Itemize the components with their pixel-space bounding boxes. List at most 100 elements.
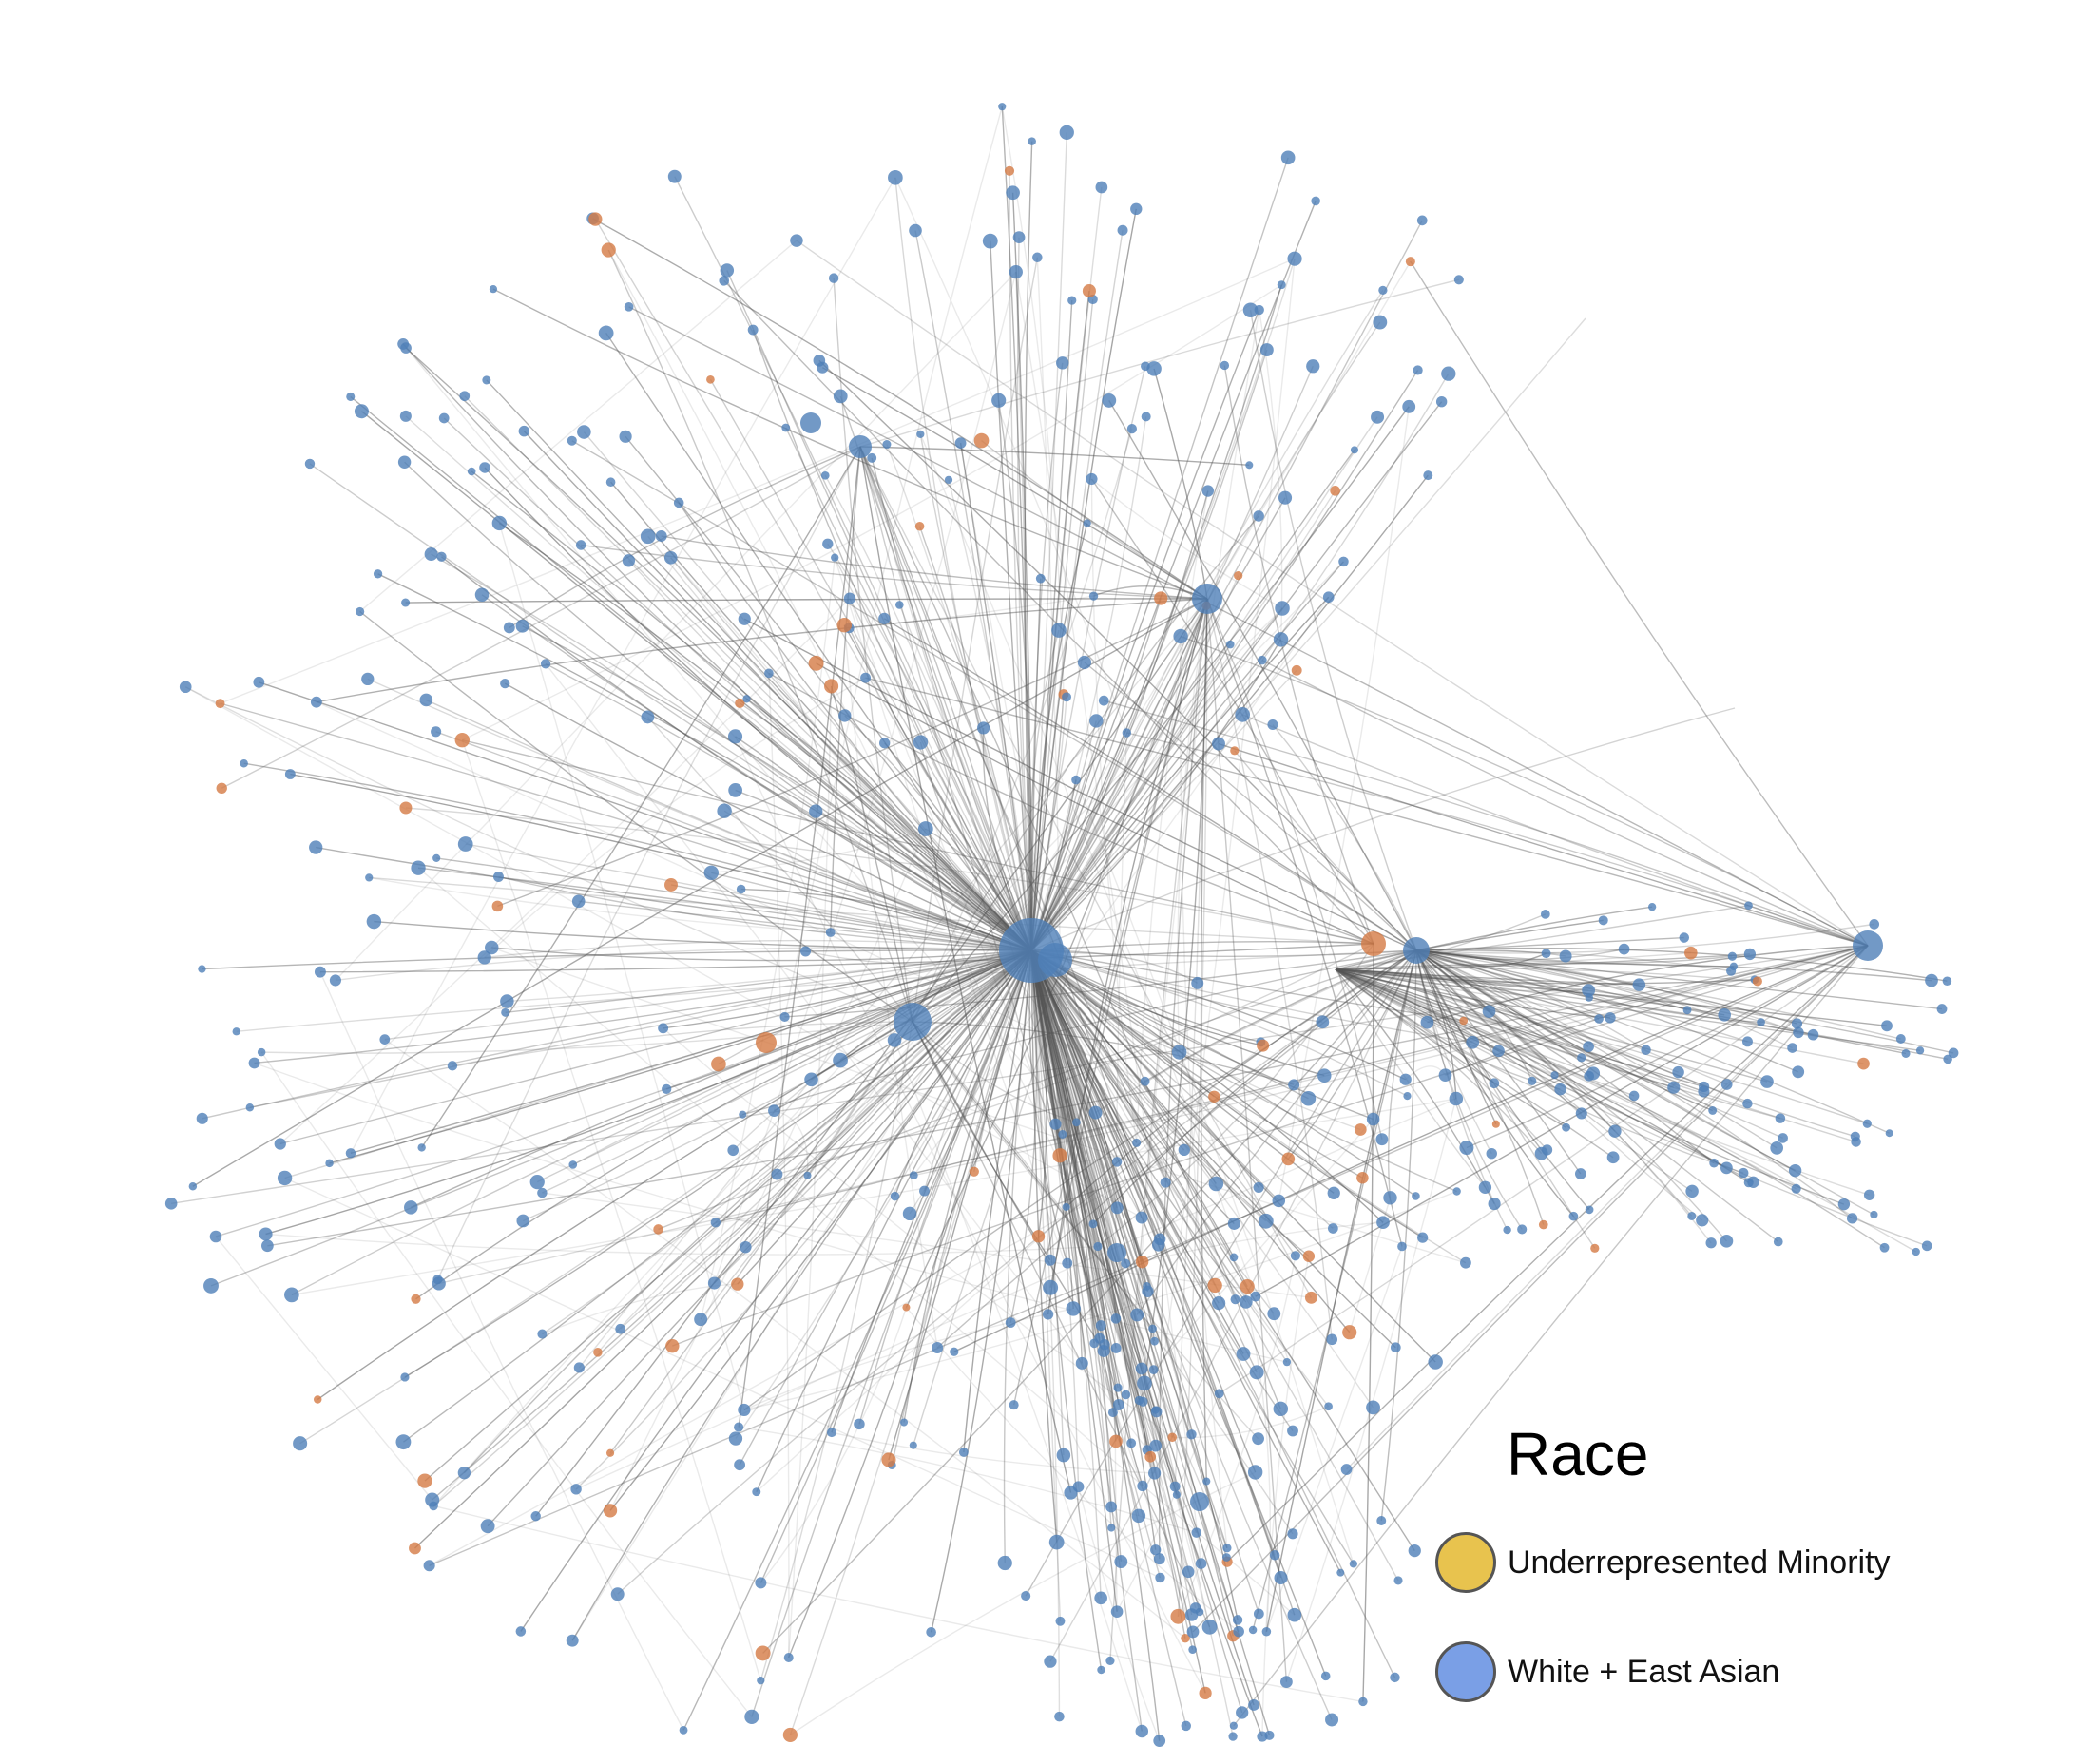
network-edge — [1030, 949, 1473, 1044]
network-edge — [1415, 949, 1855, 1138]
network-node — [1528, 1076, 1537, 1085]
network-edge — [1030, 949, 1263, 1737]
network-node — [1280, 1676, 1293, 1689]
network-edge — [1144, 949, 1417, 1083]
network-node — [1330, 486, 1340, 496]
network-node — [537, 1329, 548, 1339]
network-edge — [1030, 643, 1231, 951]
network-node — [1287, 1528, 1298, 1540]
network-node — [1402, 399, 1416, 413]
network-edge — [1415, 949, 1796, 1172]
network-node — [909, 1441, 917, 1449]
network-node — [1273, 632, 1289, 647]
network-node — [1486, 1147, 1497, 1160]
network-node — [1408, 1544, 1421, 1558]
legend-swatch-underrepresented-minority — [1435, 1532, 1496, 1593]
network-edge — [1030, 949, 1117, 1349]
network-node — [489, 285, 498, 294]
network-node — [1153, 1735, 1166, 1747]
network-node — [958, 1447, 969, 1457]
network-node — [1130, 202, 1143, 216]
network-node — [1324, 1402, 1333, 1411]
network-node — [593, 1348, 603, 1357]
network-node — [624, 301, 634, 312]
network-edge — [1015, 272, 1032, 951]
network-node — [568, 1160, 578, 1169]
network-node — [1188, 1645, 1197, 1654]
network-node — [1466, 1035, 1480, 1049]
network-edge — [1030, 949, 1148, 1450]
network-node — [1232, 1615, 1243, 1625]
network-node — [662, 1083, 672, 1095]
network-node — [1113, 1383, 1123, 1392]
network-node — [245, 1103, 255, 1112]
network-edge — [1362, 943, 1374, 1702]
network-node — [1056, 356, 1069, 370]
network-edge — [535, 598, 1208, 1517]
network-edge — [1030, 230, 1124, 951]
network-node — [1478, 1180, 1492, 1195]
network-edge — [413, 949, 1032, 1549]
network-edge — [290, 773, 1032, 951]
network-node — [1304, 1291, 1317, 1304]
network-edge — [384, 1039, 1186, 1639]
network-edge — [374, 920, 1032, 951]
network-node — [1229, 1253, 1239, 1262]
network-node — [1088, 1105, 1103, 1120]
network-edge — [746, 698, 1032, 951]
network-edge — [682, 949, 1032, 1731]
network-node — [1095, 1320, 1106, 1332]
network-node — [1366, 1112, 1380, 1126]
network-node — [1491, 1120, 1500, 1128]
network-node — [610, 1587, 625, 1601]
network-node — [1449, 1091, 1464, 1106]
network-edge — [762, 949, 1417, 1654]
network-edge — [830, 446, 861, 933]
network-node — [432, 1276, 446, 1291]
network-node — [1760, 1075, 1774, 1088]
network-node — [1147, 1467, 1162, 1480]
network-node — [1160, 1177, 1171, 1188]
network-node — [1857, 1057, 1870, 1070]
network-edge — [1261, 1256, 1310, 1737]
network-edge — [1030, 949, 1202, 1564]
network-node — [605, 1448, 615, 1457]
network-node — [1420, 1015, 1434, 1029]
network-edge — [461, 739, 761, 1681]
network-edge — [1030, 596, 1330, 951]
network-edge — [1415, 949, 1589, 999]
network-node — [1167, 1432, 1178, 1443]
network-node — [1685, 1184, 1699, 1198]
network-edge — [410, 949, 1032, 1208]
network-node — [1178, 1143, 1190, 1157]
network-edge — [718, 949, 1032, 1065]
network-edge — [1030, 949, 1275, 1314]
network-node — [397, 337, 410, 350]
network-edge — [1030, 949, 1206, 1694]
network-edge — [726, 270, 1032, 951]
network-node — [828, 273, 839, 283]
network-node — [969, 1166, 979, 1177]
network-edge — [1030, 639, 1282, 951]
network-edge — [369, 876, 831, 933]
network-node — [1708, 1106, 1718, 1115]
network-edge — [1158, 598, 1208, 1560]
network-edge — [1030, 317, 1586, 951]
network-node — [1004, 165, 1015, 176]
network-edge — [1030, 497, 1286, 951]
network-node — [1376, 1516, 1387, 1525]
network-edge — [1015, 272, 1202, 1564]
network-node — [1568, 1211, 1579, 1221]
network-edge — [1030, 370, 1419, 951]
network-node — [727, 729, 743, 744]
network-node — [1186, 1429, 1197, 1440]
network-node — [329, 974, 341, 987]
network-edge — [742, 949, 1417, 1116]
network-edge — [628, 306, 1869, 947]
network-edge — [1030, 949, 1194, 1650]
network-edge — [1030, 309, 1260, 951]
network-edge — [1030, 489, 1336, 951]
network-node — [1131, 1508, 1146, 1524]
network-node — [1356, 1171, 1369, 1184]
network-node — [1236, 1347, 1251, 1361]
